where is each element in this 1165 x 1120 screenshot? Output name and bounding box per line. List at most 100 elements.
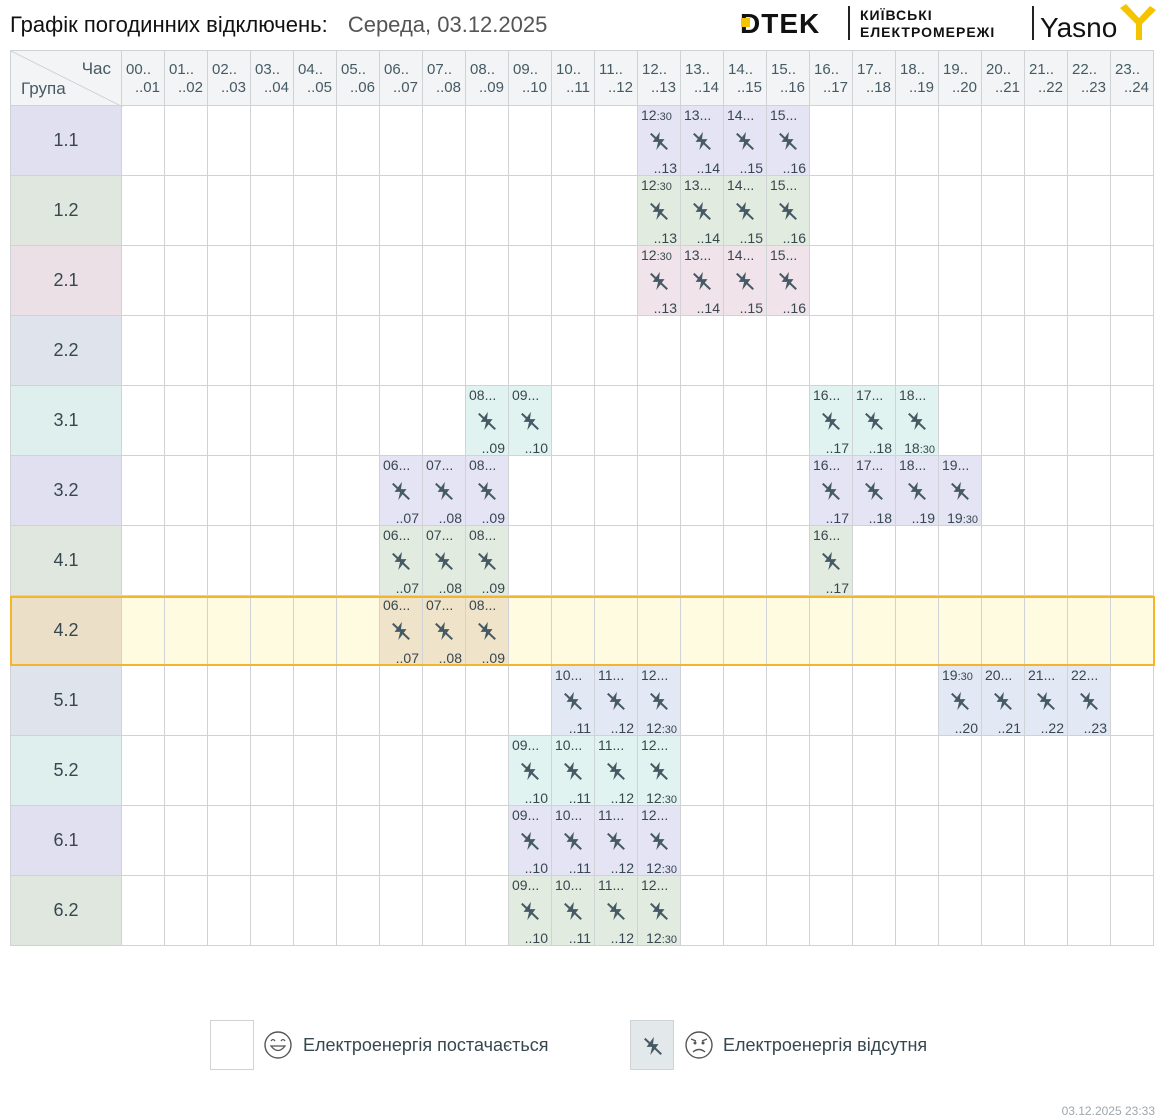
hour-start-label: 12..: [642, 61, 668, 78]
schedule-cell: [251, 246, 294, 316]
hour-end-label: ..21: [994, 79, 1020, 96]
hour-header-5: 05.. ..06: [337, 50, 380, 106]
schedule-cell: [810, 806, 853, 876]
hour-end-label: ..02: [177, 79, 203, 96]
schedule-cell: [810, 876, 853, 946]
outage-start-hour: 06...: [383, 457, 411, 473]
outage-end-time: ..13: [654, 300, 677, 316]
schedule-cell: [423, 736, 466, 806]
outage-cell: 06... ..07: [380, 596, 423, 666]
schedule-cell: [165, 456, 208, 526]
schedule-cell: [380, 736, 423, 806]
schedule-cell: [982, 456, 1025, 526]
outage-end-time: ..12: [611, 720, 634, 736]
schedule-cell: [208, 596, 251, 666]
schedule-cell: [1111, 736, 1154, 806]
power-off-icon: [865, 481, 883, 500]
legend-power-off-swatch: [630, 1020, 674, 1070]
schedule-cell: [896, 176, 939, 246]
outage-cell: 08... ..09: [466, 526, 509, 596]
hour-header-18: 18.. ..19: [896, 50, 939, 106]
outage-end-time: ..17: [826, 580, 849, 596]
schedule-cell: [337, 596, 380, 666]
power-off-icon: [392, 621, 410, 640]
schedule-cell: [423, 666, 466, 736]
schedule-cell: [681, 596, 724, 666]
schedule-cell: [251, 106, 294, 176]
schedule-cell: [853, 736, 896, 806]
power-off-icon: [564, 761, 582, 780]
schedule-cell: [294, 876, 337, 946]
schedule-cell: [337, 386, 380, 456]
schedule-cell: [1068, 386, 1111, 456]
hour-header-19: 19.. ..20: [939, 50, 982, 106]
hour-header-12: 12.. ..13: [638, 50, 681, 106]
outage-end-time: ..10: [525, 440, 548, 456]
outage-end-hour: ..16: [782, 230, 806, 246]
group-label-2-2: 2.2: [10, 316, 122, 386]
schedule-cell: [810, 596, 853, 666]
outage-end-hour: ..12: [610, 790, 634, 806]
outage-start-hour: 13...: [684, 177, 712, 193]
hour-header-15: 15.. ..16: [767, 50, 810, 106]
power-off-icon: [564, 831, 582, 850]
schedule-cell: [1025, 316, 1068, 386]
outage-cell: 09... ..10: [509, 806, 552, 876]
schedule-cell: [294, 666, 337, 736]
hour-start-label: 00..: [126, 61, 152, 78]
schedule-cell: [767, 526, 810, 596]
legend-power-on-label: Електроенергія постачається: [303, 1035, 549, 1055]
hour-end-label: ..23: [1080, 79, 1106, 96]
kyiv-electric-logo: КИЇВСЬКІ ЕЛЕКТРОМЕРЕЖІ: [860, 7, 995, 41]
schedule-cell: [896, 666, 939, 736]
outage-start-time: 10...: [555, 877, 582, 893]
schedule-cell: [681, 876, 724, 946]
outage-cell: 08... ..09: [466, 456, 509, 526]
hour-header-11: 11.. ..12: [595, 50, 638, 106]
outage-end-time: ..14: [697, 160, 720, 176]
schedule-cell: [595, 526, 638, 596]
outage-end-hour: ..07: [395, 650, 419, 666]
sad-face-icon: [685, 1031, 713, 1059]
hour-start-label: 13..: [685, 61, 711, 78]
schedule-cell: [681, 456, 724, 526]
power-off-icon: [521, 761, 539, 780]
schedule-cell: [208, 876, 251, 946]
hour-end-label: ..19: [908, 79, 934, 96]
schedule-cell: [294, 246, 337, 316]
power-off-icon: [564, 691, 582, 710]
outage-end-hour: 12: [646, 860, 662, 876]
power-off-icon: [650, 271, 668, 290]
outage-end-time: ..13: [654, 230, 677, 246]
schedule-cell: [982, 316, 1025, 386]
outage-start-hour: 09...: [512, 807, 540, 823]
outage-end-minutes: :30: [661, 934, 677, 946]
outage-start-hour: 12...: [641, 807, 669, 823]
power-off-icon: [478, 621, 496, 640]
group-label-1-1: 1.1: [10, 106, 122, 176]
schedule-cell: [165, 246, 208, 316]
schedule-cell: [251, 666, 294, 736]
outage-start-hour: 15...: [770, 247, 798, 263]
schedule-cell: [1025, 456, 1068, 526]
power-off-icon: [736, 271, 754, 290]
outage-cell: 11... ..12: [595, 666, 638, 736]
outage-end-time: ..16: [783, 160, 806, 176]
hour-start-label: 02..: [212, 61, 238, 78]
outage-end-time: ..09: [482, 650, 505, 666]
page-title: Графік погодинних відключень: Середа, 03…: [10, 12, 547, 38]
outage-start-time: 08...: [469, 527, 496, 543]
outage-end-hour: ..11: [568, 930, 591, 946]
hour-start-label: 08..: [470, 61, 496, 78]
outage-end-time: ..09: [482, 440, 505, 456]
outage-end-time: ..13: [654, 160, 677, 176]
outage-end-time: ..12: [611, 860, 634, 876]
outage-start-time: 11...: [598, 667, 624, 683]
outage-cell: 07... ..08: [423, 596, 466, 666]
schedule-cell: [896, 316, 939, 386]
outage-end-hour: ..10: [524, 930, 548, 946]
outage-start-time: 15...: [770, 247, 797, 263]
outage-cell: 08... ..09: [466, 386, 509, 456]
outage-start-hour: 21...: [1028, 667, 1056, 683]
schedule-cell: [122, 666, 165, 736]
